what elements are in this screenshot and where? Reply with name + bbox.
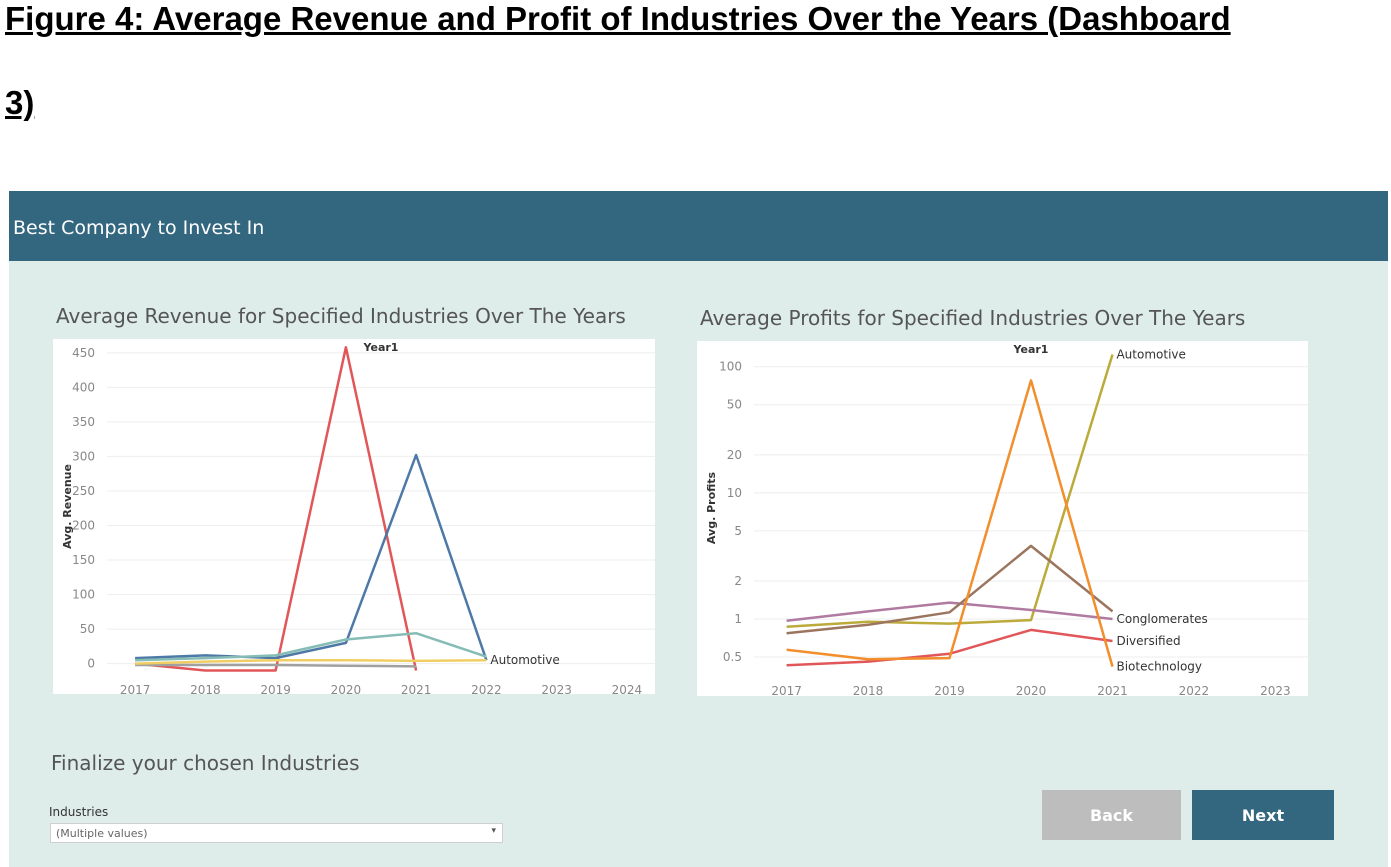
- revenue-x-tick-label: 2021: [401, 683, 432, 694]
- revenue-y-tick-label: 400: [72, 380, 95, 394]
- profits-y-tick-label: 20: [727, 448, 742, 462]
- revenue-series-line: [134, 346, 418, 672]
- profits-chart: 0.5 1 2 5 10 20 50 100 2017 2018 2019 2020 2021 2022 2…: [697, 341, 1308, 698]
- profits-x-tick-label: 2023: [1260, 684, 1291, 696]
- profits-y-tick-label: 100: [719, 360, 742, 374]
- revenue-x-tick-label: 2023: [541, 683, 572, 694]
- dashboard-title: Best Company to Invest In: [13, 217, 265, 239]
- profits-y-tick-label: 50: [727, 398, 742, 412]
- revenue-series-label: Automotive: [490, 653, 559, 667]
- revenue-chart-svg: 0 50 100 150 200 250 300 350 400 450 2017 2018 2019 2…: [61, 341, 655, 697]
- profits-series-line: [786, 354, 1114, 628]
- revenue-x-tick-label: 2018: [190, 683, 221, 694]
- profits-chart-title: Average Profits for Specified Industries…: [700, 306, 1246, 330]
- dashboard: Best Company to Invest In Average Revenu…: [9, 191, 1388, 867]
- profits-series-label: Diversified: [1116, 634, 1180, 648]
- profits-series-line: [786, 601, 1113, 622]
- revenue-y-tick-label: 150: [72, 553, 95, 567]
- revenue-y-tick-label: 350: [72, 415, 95, 429]
- industries-select[interactable]: (Multiple values) ▾: [50, 823, 503, 843]
- profits-series-line: [786, 544, 1114, 635]
- next-button[interactable]: Next: [1192, 790, 1334, 840]
- revenue-y-tick-label: 250: [72, 484, 95, 498]
- profits-series-label: Biotechnology: [1116, 660, 1202, 674]
- revenue-y-axis-label: Avg. Revenue: [61, 464, 74, 549]
- revenue-y-tick-label: 50: [80, 622, 95, 636]
- profits-series-label: Conglomerates: [1116, 612, 1207, 626]
- revenue-x-tick-label: 2019: [260, 683, 291, 694]
- revenue-y-tick-label: 300: [72, 449, 95, 463]
- profits-y-tick-label: 10: [727, 486, 742, 500]
- figure-caption-line1: Figure 4: Average Revenue and Profit of …: [5, 0, 1231, 37]
- profits-x-tick-label: 2017: [771, 684, 802, 696]
- revenue-x-tick-label: 2020: [331, 683, 362, 694]
- revenue-x-tick-label: 2024: [612, 683, 643, 694]
- profits-y-tick-label: 1: [734, 612, 742, 626]
- profits-x-tick-label: 2021: [1097, 684, 1128, 696]
- revenue-x-tick-label: 2017: [120, 683, 151, 694]
- profits-y-axis-label: Avg. Profits: [705, 471, 718, 544]
- profits-y-tick-label: 0.5: [723, 650, 742, 664]
- revenue-chart: 0 50 100 150 200 250 300 350 400 450 2017 2018 2019 2…: [53, 339, 655, 697]
- profits-x-tick-label: 2022: [1179, 684, 1210, 696]
- profits-x-axis-label: Year1: [1013, 343, 1049, 356]
- industries-filter-label: Industries: [49, 805, 109, 819]
- profits-x-tick-label: 2020: [1016, 684, 1047, 696]
- revenue-x-tick-label: 2022: [471, 683, 502, 694]
- figure-caption-line2: 3): [5, 84, 35, 121]
- revenue-series-line: [135, 631, 487, 662]
- revenue-y-tick-label: 100: [72, 588, 95, 602]
- profits-series-label: Automotive: [1116, 348, 1185, 362]
- revenue-series-line: [135, 663, 417, 668]
- profits-x-tick-label: 2019: [934, 684, 965, 696]
- revenue-series-line: [135, 453, 488, 661]
- revenue-chart-title: Average Revenue for Specified Industries…: [56, 304, 626, 328]
- revenue-y-tick-label: 450: [72, 346, 95, 360]
- profits-chart-svg: 0.5 1 2 5 10 20 50 100 2017 2018 2019 2020 2021 2022 2…: [705, 343, 1308, 698]
- revenue-y-tick-label: 200: [72, 518, 95, 532]
- profits-series-line: [786, 628, 1113, 667]
- profits-x-tick-label: 2018: [853, 684, 884, 696]
- profits-y-tick-label: 2: [734, 574, 742, 588]
- dashboard-header: Best Company to Invest In: [9, 191, 1388, 261]
- dropdown-arrow-icon[interactable]: ▾: [491, 826, 496, 836]
- profits-y-tick-label: 5: [734, 524, 742, 538]
- back-button[interactable]: Back: [1042, 790, 1181, 840]
- industries-select-value: (Multiple values): [56, 827, 148, 840]
- profits-series-line: [786, 379, 1114, 667]
- revenue-series-line: [135, 658, 487, 665]
- revenue-x-axis-label: Year1: [363, 341, 399, 354]
- finalize-section-title: Finalize your chosen Industries: [51, 751, 360, 775]
- revenue-y-tick-label: 0: [87, 657, 95, 671]
